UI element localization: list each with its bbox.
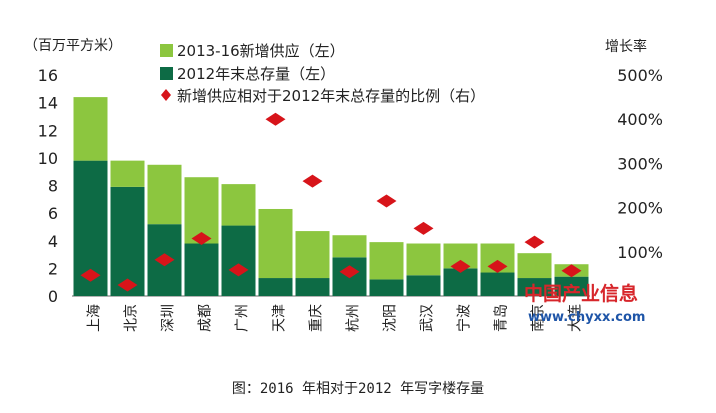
ratio-point (154, 253, 175, 267)
left-tick-label: 6 (48, 204, 58, 223)
left-tick-label: 0 (48, 287, 58, 306)
bar-new-supply (221, 184, 256, 226)
ratio-point (413, 221, 434, 235)
bar-new-supply (406, 243, 441, 276)
category-label: 广州 (235, 304, 251, 332)
category-label: 北京 (124, 304, 140, 332)
legend-label-ratio: 新增供应相对于2012年末总存量的比例（右） (177, 87, 485, 105)
right-tick-label: 300% (617, 154, 663, 173)
category-label: 成都 (198, 304, 214, 332)
left-tick-label: 10 (38, 149, 58, 168)
bar-new-supply (517, 253, 552, 279)
left-tick-label: 8 (48, 177, 58, 196)
ratio-point (487, 259, 508, 273)
category-label: 青岛 (494, 304, 510, 332)
ratio-point (228, 263, 249, 277)
watermark-url: www.chyxx.com (528, 310, 645, 325)
bar-new-supply (110, 160, 145, 187)
category-label: 上海 (87, 304, 103, 332)
bar-new-supply (258, 208, 293, 279)
bar-2012-stock (517, 278, 552, 296)
watermark: 中国产业信息 www.chyxx.com (524, 282, 645, 325)
left-tick-label: 2 (48, 259, 58, 278)
bar-new-supply (332, 235, 367, 258)
category-label: 沈阳 (383, 304, 399, 332)
legend-swatch-2012-stock (160, 67, 173, 80)
ratio-point (524, 235, 545, 249)
bar-new-supply (295, 231, 330, 279)
bar-new-supply (369, 242, 404, 280)
bar-2012-stock (110, 186, 145, 296)
figure-caption: 图：2016 年相对于2012 年写字楼存量 (231, 381, 485, 397)
category-label: 天津 (272, 304, 288, 332)
right-tick-label: 500% (617, 66, 663, 85)
right-tick-label: 200% (617, 199, 663, 218)
ratio-point (339, 265, 360, 279)
category-label: 宁波 (456, 304, 473, 332)
ratio-point (450, 259, 471, 273)
left-tick-label: 12 (38, 121, 58, 140)
bar-2012-stock (221, 225, 256, 296)
bar-2012-stock (184, 243, 219, 296)
category-label: 杭州 (346, 304, 362, 332)
left-axis-unit: （百万平方米） (24, 38, 122, 54)
left-tick-label: 16 (38, 66, 58, 85)
bar-2012-stock (554, 276, 589, 296)
right-tick-label: 100% (617, 243, 663, 262)
bar-2012-stock (406, 275, 441, 296)
ratio-point (191, 232, 212, 246)
left-tick-label: 14 (38, 94, 58, 113)
bar-new-supply (147, 164, 182, 225)
legend-label-new-supply: 2013-16新增供应（左） (177, 42, 345, 60)
bar-2012-stock (369, 279, 404, 296)
category-label: 南京 (531, 304, 547, 332)
left-tick-label: 4 (48, 232, 58, 251)
ratio-point (265, 112, 286, 126)
right-axis-title: 增长率 (605, 38, 647, 55)
bars-layer (73, 97, 589, 296)
bar-2012-stock (480, 272, 515, 296)
bar-new-supply (73, 97, 108, 161)
bar-2012-stock (295, 278, 330, 296)
bar-2012-stock (258, 278, 293, 296)
ratio-point (80, 268, 101, 282)
bar-2012-stock (443, 268, 478, 296)
legend: 2013-16新增供应（左） 2012年末总存量（左） 新增供应相对于2012年… (160, 42, 485, 105)
category-labels-layer: 上海 北京 深圳 成都 广州 天津 重庆 杭州 沈阳 武汉 宁波 青岛 南京 大连 (87, 304, 584, 332)
legend-marker-ratio (161, 89, 171, 101)
category-label: 重庆 (309, 304, 325, 332)
right-tick-label: 400% (617, 110, 663, 129)
watermark-name: 中国产业信息 (524, 282, 638, 305)
ticks-layer: 0 2 4 6 8 10 12 14 16 100% 200% 300% 400% 500% (38, 66, 663, 306)
ratio-point (302, 174, 323, 188)
legend-swatch-new-supply (160, 44, 173, 57)
category-label: 大连 (568, 304, 584, 332)
category-label: 武汉 (420, 304, 436, 332)
ratio-points-layer (80, 112, 582, 292)
category-label: 深圳 (161, 304, 177, 332)
ratio-point (376, 194, 397, 208)
ratio-point (561, 264, 582, 278)
ratio-point (117, 278, 138, 292)
legend-label-2012-stock: 2012年末总存量（左） (177, 65, 335, 83)
